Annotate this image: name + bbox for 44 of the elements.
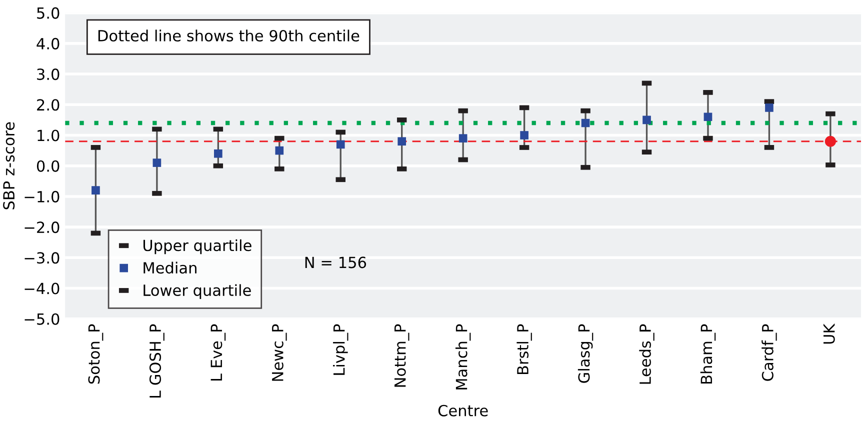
y-tick-label: 1.0 [38,130,60,142]
legend-label: Median [144,262,196,274]
point [92,186,100,194]
y-tick-label: −5.0 [24,313,60,325]
point [824,136,836,147]
y-tick-label: −4.0 [24,282,60,294]
point [765,104,774,112]
x-tick-label: UK [824,323,835,344]
y-tick-label: 4.0 [36,38,60,50]
x-tick-label: Soton_P [88,324,104,384]
annotation: Dotted line shows the 90th centile [98,30,360,42]
point [704,112,712,122]
y-tick-label: −2.0 [24,222,60,234]
x-tick-label: Nottm_P [394,324,410,387]
point [642,116,651,124]
x-axis-title: Centre [438,404,488,416]
x-tick-label: Livpl_P [333,324,348,375]
point [214,149,222,158]
point [336,140,345,149]
y-tick-label: −3.0 [24,252,60,264]
point [581,118,590,128]
y-tick-label: 0.0 [36,160,60,172]
y-axis-title: SBP z-score [3,122,15,210]
y-tick-label: 2.0 [37,99,60,111]
x-tick-label: Bham_P [700,324,716,384]
y-tick-label: 3.0 [37,68,60,80]
legend-label: Upper quartile [143,239,252,254]
legend-label: Lower quartile [144,284,251,299]
y-tick-label: −1.0 [24,190,60,202]
y-tick-label: 5.0 [37,7,60,19]
x-tick-label: Manch_P [455,324,471,390]
point [152,158,162,167]
point [398,137,406,146]
x-tick-label: L GOSH_P [149,324,164,398]
x-tick-label: Newc_P [272,324,287,381]
point [275,146,284,155]
x-tick-label: Brstl_P [516,324,532,374]
x-tick-label: Leeds_P [639,324,654,384]
point [458,134,468,142]
x-tick-label: Glasg_P [578,324,594,383]
x-tick-label: Cardf_P [762,324,777,381]
point [520,131,528,140]
annotation: N = 156 [305,256,366,268]
x-tick-label: L Eve_P [210,324,226,381]
